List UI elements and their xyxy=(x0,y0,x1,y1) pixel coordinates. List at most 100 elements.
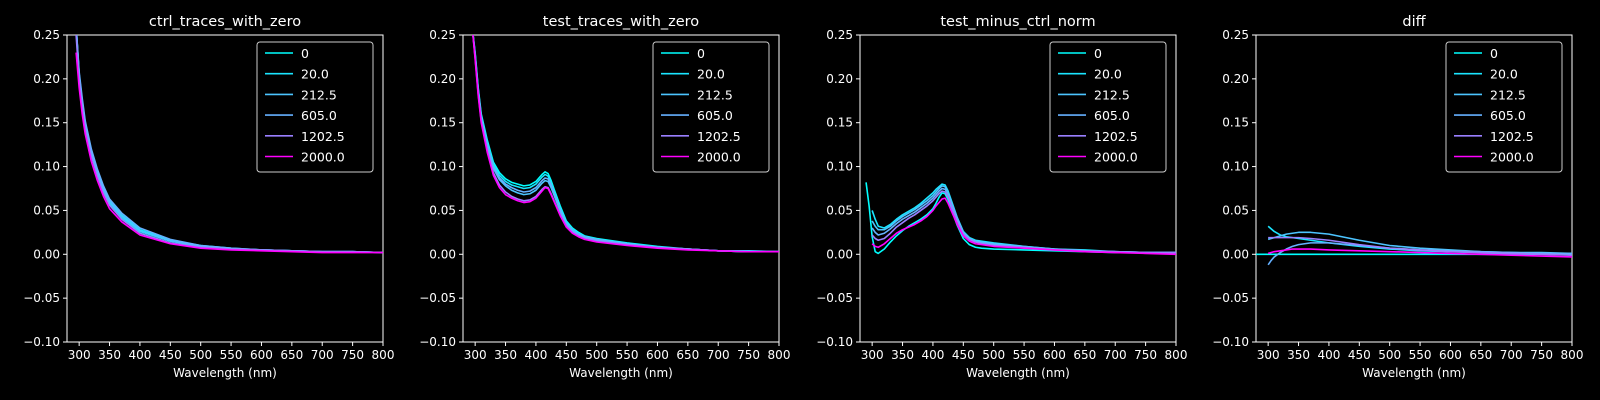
series-line-2000-0 xyxy=(75,52,383,254)
y-tick-label: 0.25 xyxy=(33,28,60,42)
y-tick-label: −0.05 xyxy=(23,291,60,305)
x-tick-label: 700 xyxy=(1104,348,1127,362)
x-axis-label: Wavelength (nm) xyxy=(1362,366,1466,380)
x-tick-label: 400 xyxy=(921,348,944,362)
x-tick-label: 750 xyxy=(1530,348,1553,362)
x-tick-label: 700 xyxy=(1500,348,1523,362)
y-tick-label: 0.25 xyxy=(826,28,853,42)
x-tick-label: 500 xyxy=(585,348,608,362)
legend-label: 2000.0 xyxy=(697,150,741,165)
y-tick-label: 0.15 xyxy=(33,116,60,130)
legend-label: 212.5 xyxy=(1094,87,1130,102)
chart-title: diff xyxy=(1402,14,1426,30)
legend: 0 20.0 212.5 605.0 1202.5 2000.0 xyxy=(652,41,770,173)
legend-label: 212.5 xyxy=(1490,87,1526,102)
x-tick-label: 350 xyxy=(1287,348,1310,362)
legend-label: 605.0 xyxy=(1094,108,1130,123)
y-tick-label: 0.05 xyxy=(826,203,853,217)
series-line-2000-0 xyxy=(871,197,1176,256)
x-tick-label: 750 xyxy=(1134,348,1157,362)
legend-frame xyxy=(256,41,374,173)
series-line-2000-0 xyxy=(1267,248,1572,258)
legend: 0 20.0 212.5 605.0 1202.5 2000.0 xyxy=(1445,41,1563,173)
x-tick-label: 300 xyxy=(464,348,487,362)
series-line-0 xyxy=(865,182,1176,255)
series-line-1202-5 xyxy=(75,35,383,254)
y-tick-label: 0.20 xyxy=(33,72,60,86)
legend: 0 20.0 212.5 605.0 1202.5 2000.0 xyxy=(1049,41,1167,173)
legend-label: 212.5 xyxy=(697,87,733,102)
x-tick-label: 450 xyxy=(555,348,578,362)
subplot-diff: diff 300 350 400 450 500 550 600 650 700 750 800 −0.… xyxy=(1212,14,1583,380)
legend-label: 20.0 xyxy=(1490,67,1518,82)
chart-title: test_traces_with_zero xyxy=(543,14,700,30)
legend-label: 0 xyxy=(697,46,705,61)
legend-frame xyxy=(652,41,770,173)
x-tick-label: 650 xyxy=(676,348,699,362)
x-tick-label: 800 xyxy=(372,348,395,362)
x-axis-label: Wavelength (nm) xyxy=(966,366,1070,380)
y-tick-label: 0.20 xyxy=(429,72,456,86)
x-tick-label: 450 xyxy=(159,348,182,362)
x-tick-label: 600 xyxy=(1043,348,1066,362)
y-tick-label: 0.15 xyxy=(429,116,456,130)
x-tick-label: 400 xyxy=(128,348,151,362)
legend-label: 605.0 xyxy=(1490,108,1526,123)
x-tick-label: 700 xyxy=(707,348,730,362)
chart-title: ctrl_traces_with_zero xyxy=(149,14,301,30)
x-tick-label: 800 xyxy=(1561,348,1584,362)
y-tick-label: 0.05 xyxy=(33,203,60,217)
x-tick-label: 300 xyxy=(1257,348,1280,362)
legend-label: 2000.0 xyxy=(1094,150,1138,165)
y-tick-label: −0.10 xyxy=(1212,335,1249,349)
y-tick-label: 0.00 xyxy=(1222,247,1249,261)
subplot-test-minus-ctrl-norm: test_minus_ctrl_norm 300 350 400 450 500 550 60… xyxy=(816,14,1187,380)
x-tick-label: 350 xyxy=(891,348,914,362)
x-tick-label: 500 xyxy=(189,348,212,362)
y-tick-label: 0.10 xyxy=(1222,160,1249,174)
y-tick-label: −0.05 xyxy=(1212,291,1249,305)
x-tick-label: 400 xyxy=(1317,348,1340,362)
y-tick-label: 0.00 xyxy=(33,247,60,261)
x-axis-label: Wavelength (nm) xyxy=(569,366,673,380)
legend-label: 0 xyxy=(301,46,309,61)
x-tick-label: 550 xyxy=(1013,348,1036,362)
y-tick-label: 0.25 xyxy=(1222,28,1249,42)
x-tick-label: 550 xyxy=(616,348,639,362)
y-tick-label: 0.10 xyxy=(33,160,60,174)
x-tick-label: 650 xyxy=(1469,348,1492,362)
x-tick-label: 600 xyxy=(1439,348,1462,362)
y-tick-label: 0.10 xyxy=(429,160,456,174)
y-tick-label: 0.15 xyxy=(826,116,853,130)
legend-label: 1202.5 xyxy=(1490,129,1534,144)
x-tick-label: 450 xyxy=(952,348,975,362)
y-tick-label: −0.05 xyxy=(419,291,456,305)
legend-label: 1202.5 xyxy=(1094,129,1138,144)
x-tick-label: 750 xyxy=(341,348,364,362)
y-tick-label: 0.05 xyxy=(429,203,456,217)
x-tick-label: 500 xyxy=(1378,348,1401,362)
y-tick-label: 0.20 xyxy=(826,72,853,86)
x-tick-label: 550 xyxy=(1409,348,1432,362)
y-tick-label: −0.05 xyxy=(816,291,853,305)
x-tick-label: 650 xyxy=(1073,348,1096,362)
legend: 0 20.0 212.5 605.0 1202.5 2000.0 xyxy=(256,41,374,173)
legend-frame xyxy=(1049,41,1167,173)
series-line-605-0 xyxy=(1267,242,1572,266)
legend-label: 20.0 xyxy=(301,67,329,82)
legend-label: 2000.0 xyxy=(301,150,345,165)
legend-label: 605.0 xyxy=(697,108,733,123)
x-tick-label: 750 xyxy=(737,348,760,362)
x-tick-label: 650 xyxy=(280,348,303,362)
legend-label: 605.0 xyxy=(301,108,337,123)
y-tick-label: 0.15 xyxy=(1222,116,1249,130)
x-tick-label: 800 xyxy=(1165,348,1188,362)
y-tick-label: 0.20 xyxy=(1222,72,1249,86)
subplot-ctrl-traces-with-zero: ctrl_traces_with_zero 300 350 400 450 500 550 6… xyxy=(23,14,394,380)
x-tick-label: 600 xyxy=(250,348,273,362)
legend-label: 1202.5 xyxy=(697,129,741,144)
legend-frame xyxy=(1445,41,1563,173)
x-tick-label: 350 xyxy=(98,348,121,362)
legend-label: 20.0 xyxy=(1094,67,1122,82)
